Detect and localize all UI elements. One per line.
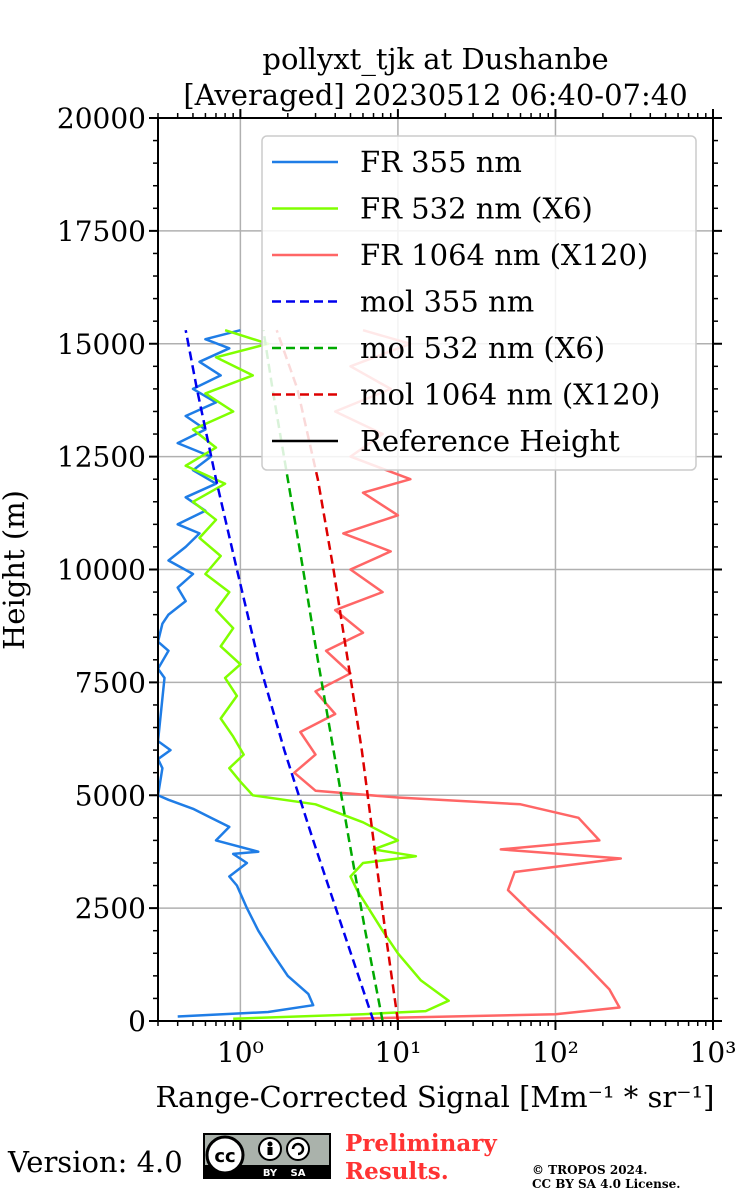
y-tick-label: 20000 (57, 102, 146, 135)
y-tick-label: 17500 (57, 215, 146, 248)
by-text: BY (263, 1168, 278, 1179)
chart-title-line-2: [Averaged] 20230512 06:40-07:40 (183, 78, 688, 112)
copyright-line-1: © TROPOS 2024. (532, 1163, 648, 1177)
preliminary-line-2: Results. (345, 1158, 449, 1185)
legend: FR 355 nm FR 532 nm (X6) FR 1064 nm (X120)… (261, 135, 697, 471)
series-line-4 (184, 329, 375, 1021)
cc-by-sa-icon: cc BY SA (203, 1133, 331, 1179)
y-tick-label: 0 (128, 1005, 146, 1038)
x-axis-label: Range-Corrected Signal [Mm⁻¹ * sr⁻¹] (156, 1080, 715, 1114)
x-tick-label: 10² (532, 1036, 579, 1069)
legend-entry-6: mol 1064 nm (X120) (360, 378, 661, 412)
axis-ticks: 10⁰ 10¹ 10² 10³ 0 2500 5000 7500 10000 12500 15000… (57, 102, 737, 1069)
y-tick-label: 7500 (75, 666, 146, 699)
legend-entry-1: FR 355 nm (360, 145, 522, 179)
legend-entry-3: FR 1064 nm (X120) (360, 238, 648, 272)
legend-box (261, 135, 697, 471)
x-tick-label: 10⁰ (217, 1036, 264, 1069)
y-tick-label: 15000 (57, 328, 146, 361)
copyright-note: © TROPOS 2024. CC BY SA 4.0 License. (532, 1163, 680, 1191)
legend-entry-7: Reference Height (360, 424, 620, 458)
series-line-5 (262, 330, 384, 1021)
y-tick-label: 2500 (75, 892, 146, 925)
legend-entry-4: mol 355 nm (360, 285, 534, 319)
preliminary-results-note: Preliminary Results. (345, 1130, 497, 1186)
copyright-line-2: CC BY SA 4.0 License. (532, 1177, 681, 1191)
cc-text: cc (214, 1146, 235, 1167)
x-tick-label: 10¹ (374, 1036, 421, 1069)
sa-text: SA (291, 1168, 306, 1179)
legend-entry-2: FR 532 nm (X6) (360, 192, 593, 226)
chart-title-line-1: pollyxt_tjk at Dushanbe (262, 42, 609, 76)
legend-entry-5: mol 532 nm (X6) (360, 331, 605, 365)
y-axis-label: Height (m) (0, 490, 31, 650)
version-label: Version: 4.0 (8, 1145, 183, 1179)
y-tick-label: 5000 (75, 779, 146, 812)
preliminary-line-1: Preliminary (345, 1130, 497, 1157)
y-tick-label: 10000 (57, 554, 146, 587)
y-tick-label: 12500 (57, 441, 146, 474)
series-line-1 (158, 328, 315, 1018)
x-tick-label: 10³ (690, 1036, 737, 1069)
